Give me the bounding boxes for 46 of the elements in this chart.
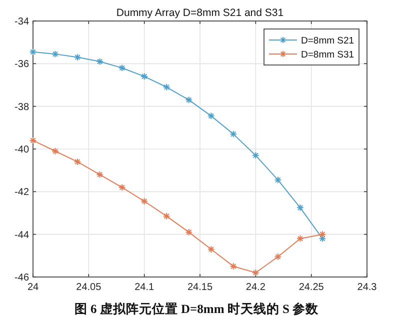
y-tick-label: -46 (14, 272, 30, 284)
point (318, 234, 326, 242)
point (318, 230, 326, 238)
point (162, 83, 170, 91)
y-tick-label: -44 (14, 230, 30, 241)
point (118, 184, 126, 192)
point (29, 136, 37, 144)
point (274, 253, 282, 260)
point (252, 152, 260, 160)
point (74, 54, 82, 61)
x-tick-label: 24.25 (298, 282, 324, 293)
y-tick-label: -42 (14, 187, 30, 198)
y-tick-label: -36 (14, 59, 30, 70)
point (140, 72, 148, 80)
point (96, 170, 104, 178)
point (230, 262, 238, 270)
x-tick-label: 24.2 (246, 282, 266, 293)
point (185, 228, 193, 236)
point (118, 64, 126, 72)
point (207, 112, 215, 120)
legend-label: D=8mm S31 (301, 50, 354, 60)
point (296, 234, 304, 242)
point (185, 96, 193, 104)
y-tick-label: -34 (14, 16, 30, 28)
legend-label: D=8mm S21 (301, 36, 354, 46)
point (230, 130, 238, 138)
x-tick-label: 24.3 (357, 282, 378, 293)
point (162, 212, 170, 220)
point (296, 204, 304, 212)
point (52, 147, 59, 155)
point (252, 269, 260, 276)
point (96, 58, 104, 66)
x-tick-label: 24.1 (134, 282, 154, 293)
y-tick-label: -38 (14, 102, 30, 113)
caption: 图 6 虚拟阵元位置 D=8mm 时天线的 S 参数 (74, 301, 320, 316)
x-tick-label: 24 (27, 282, 39, 293)
point (74, 158, 82, 166)
x-tick-label: 24.15 (187, 282, 213, 293)
point (140, 198, 148, 205)
y-tick-label: -40 (14, 144, 30, 156)
chart-title: Dummy Array D=8mm S21 and S31 (116, 7, 284, 19)
x-tick-label: 24.05 (76, 282, 102, 293)
point (274, 176, 282, 184)
point (29, 48, 37, 56)
point (207, 246, 215, 253)
point (52, 50, 59, 58)
